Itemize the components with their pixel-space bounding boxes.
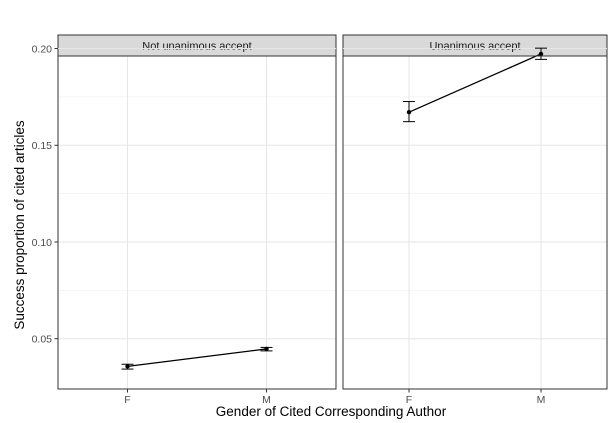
data-point	[264, 346, 269, 352]
plot-area	[58, 56, 336, 389]
x-tick-label: M	[537, 394, 546, 406]
y-tick-label: 0.10	[32, 237, 53, 249]
y-axis-title: Success proportion of cited articles	[12, 120, 27, 330]
series-line	[127, 348, 267, 368]
y-tick-label: 0.05	[32, 334, 53, 346]
x-axis-title: Gender of Cited Corresponding Author	[216, 404, 447, 419]
plot-area	[343, 56, 607, 389]
x-tick-label: F	[124, 394, 130, 406]
facet-panel: Unanimous accept F M	[342, 34, 608, 406]
y-tick-label: 0.20	[32, 43, 53, 55]
facet-title: Not unanimous accept	[142, 41, 251, 53]
data-point	[125, 364, 130, 369]
data-point	[406, 109, 412, 115]
panel-border	[57, 55, 337, 390]
series-line	[408, 53, 542, 113]
x-tick-label: M	[262, 394, 271, 406]
x-tick-label: F	[406, 394, 412, 406]
data-point	[538, 51, 544, 57]
facet-title: Unanimous accept	[429, 41, 520, 53]
y-tick-label: 0.15	[32, 140, 53, 152]
facet-panel: Not unanimous accept F M	[57, 34, 337, 406]
panel-border	[342, 55, 608, 390]
